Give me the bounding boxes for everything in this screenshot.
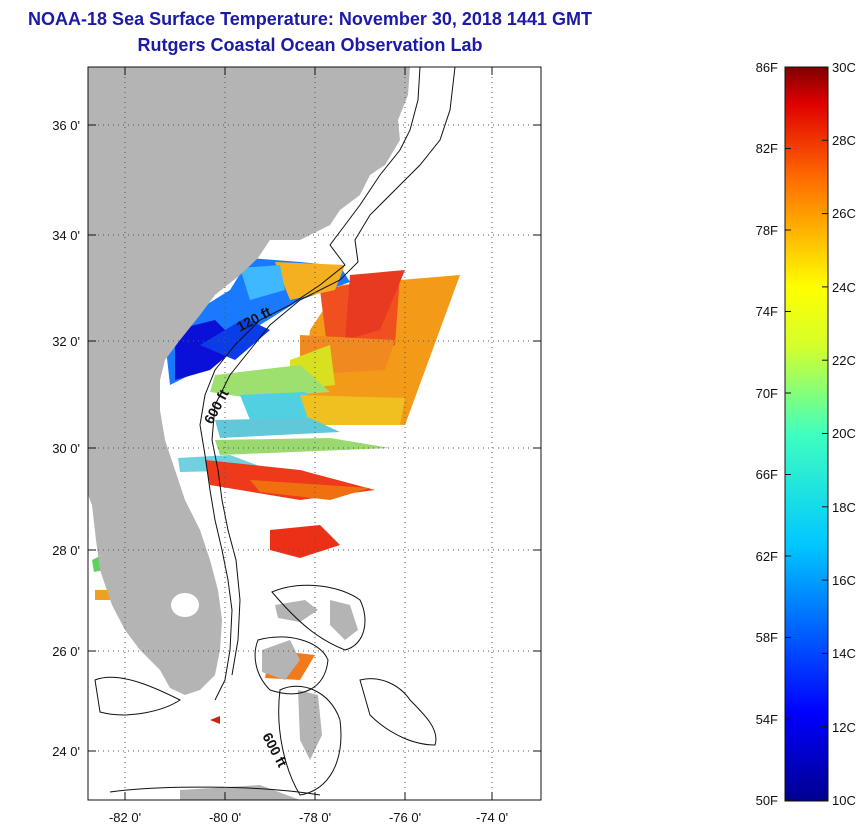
sst-data [92, 255, 460, 724]
lon-label: -76 0' [389, 810, 421, 825]
colorbar-c-label: 30C [832, 60, 856, 75]
lon-label: -82 0' [109, 810, 141, 825]
bahamas-island [330, 600, 358, 640]
lake-okeechobee [171, 593, 199, 617]
colorbar-c-label: 14C [832, 646, 856, 661]
colorbar-f-label: 58F [756, 630, 778, 645]
colorbar-c-label: 12C [832, 720, 856, 735]
lon-label: -78 0' [299, 810, 331, 825]
colorbar-c-label: 24C [832, 280, 856, 295]
colorbar-f-label: 54F [756, 712, 778, 727]
bahamas-island [298, 690, 322, 760]
us-landmass [88, 67, 410, 695]
lat-label: 32 0' [52, 334, 80, 349]
colorbar-c-label: 26C [832, 206, 856, 221]
colorbar-c-label: 22C [832, 353, 856, 368]
latitude-labels: 36 0' 34 0' 32 0' 30 0' 28 0' 26 0' 24 0… [52, 118, 80, 759]
lat-label: 26 0' [52, 644, 80, 659]
lat-label: 28 0' [52, 543, 80, 558]
map-title: NOAA-18 Sea Surface Temperature: Novembe… [28, 9, 592, 29]
colorbar-ticks-f [785, 66, 791, 801]
map-subtitle: Rutgers Coastal Ocean Observation Lab [137, 35, 483, 55]
colorbar-c-label: 20C [832, 426, 856, 441]
colorbar-f-label: 86F [756, 60, 778, 75]
colorbar-c-label: 18C [832, 500, 856, 515]
colorbar-f-label: 82F [756, 141, 778, 156]
colorbar-c-label: 10C [832, 793, 856, 808]
colorbar-f-label: 78F [756, 223, 778, 238]
colorbar-c-label: 16C [832, 573, 856, 588]
lat-label: 24 0' [52, 744, 80, 759]
frame-ticks [88, 67, 541, 800]
colorbar-f-label: 50F [756, 793, 778, 808]
longitude-labels: -82 0' -80 0' -78 0' -76 0' -74 0' [109, 810, 508, 825]
depth-contours [94, 67, 456, 796]
colorbar-gradient [784, 66, 829, 802]
bahamas-island [275, 600, 318, 622]
lon-label: -80 0' [209, 810, 241, 825]
graticule [88, 67, 541, 800]
lat-label: 30 0' [52, 441, 80, 456]
map-area: 120 ft 600 ft 600 ft [88, 67, 541, 800]
lat-label: 34 0' [52, 228, 80, 243]
colorbar-c-label: 28C [832, 133, 856, 148]
lat-label: 36 0' [52, 118, 80, 133]
colorbar-f-label: 70F [756, 386, 778, 401]
colorbar-f-label: 66F [756, 467, 778, 482]
bahamas-island [262, 640, 300, 680]
colorbar-f-label: 74F [756, 304, 778, 319]
lon-label: -74 0' [476, 810, 508, 825]
colorbar: 86F 82F 78F 74F 70F 66F 62F 58F 54F 50F … [756, 60, 856, 808]
bahamas-island [180, 785, 300, 800]
colorbar-ticks-c [822, 66, 828, 801]
colorbar-f-label: 62F [756, 549, 778, 564]
